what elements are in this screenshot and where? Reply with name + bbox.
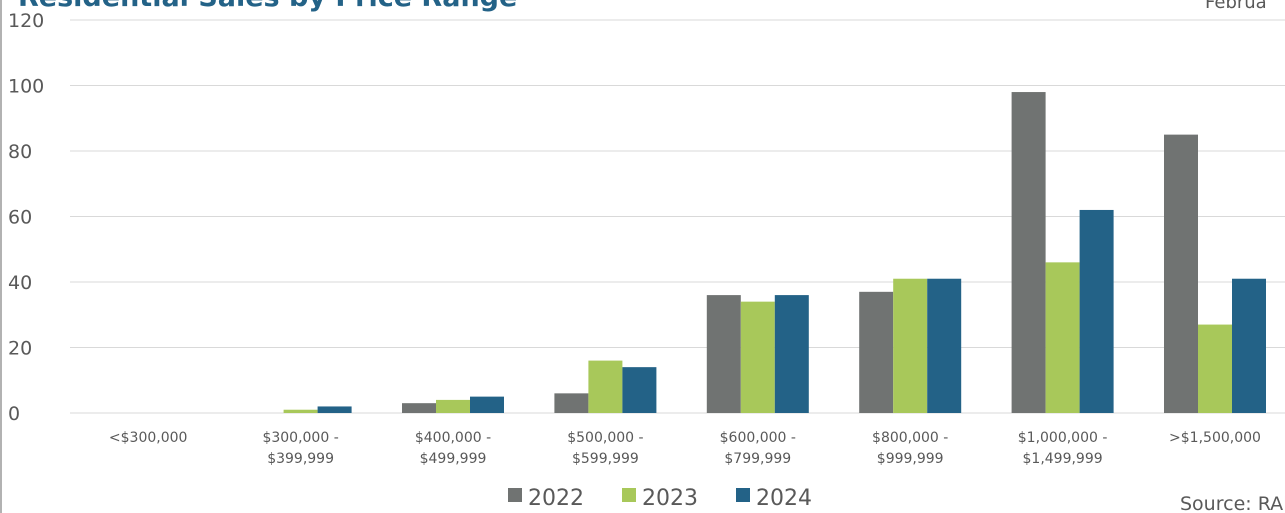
y-tick-label: 40 — [8, 272, 32, 294]
x-tick-label: <$300,000 — [108, 430, 188, 446]
bar — [1079, 209, 1114, 413]
bar — [706, 295, 741, 413]
bar — [1011, 92, 1046, 414]
y-tick-label: 60 — [8, 207, 32, 229]
bar — [554, 393, 589, 413]
legend-label: 2024 — [756, 486, 812, 511]
legend-swatch — [622, 488, 636, 502]
bar — [588, 360, 623, 413]
x-tick-label: $800,000 - $999,999 — [872, 430, 949, 467]
x-tick-label: $400,000 - $499,999 — [414, 430, 492, 467]
y-tick-label: 80 — [8, 141, 32, 163]
x-tick-label: $1,000,000 - $1,499,999 — [1017, 430, 1108, 467]
legend-swatch — [508, 488, 522, 502]
bar — [927, 278, 962, 413]
bar — [1198, 324, 1232, 413]
y-tick-label: 100 — [8, 76, 44, 98]
bar — [402, 403, 436, 413]
bar — [1232, 278, 1266, 413]
legend-label: 2022 — [528, 486, 584, 511]
y-tick-label: 120 — [8, 10, 44, 32]
chart-subtitle: Februa — [1205, 0, 1267, 13]
x-tick-label: >$1,500,000 — [1169, 430, 1261, 446]
bar — [622, 367, 657, 413]
source-note: Source: RAH — [1180, 493, 1285, 513]
y-tick-label: 0 — [8, 403, 20, 425]
x-tick-label: $500,000 - $599,999 — [567, 430, 644, 467]
bar — [436, 399, 470, 413]
bar — [283, 409, 318, 413]
bar — [470, 396, 504, 413]
bar — [859, 291, 894, 413]
legend-label: 2023 — [642, 486, 698, 511]
bar — [893, 278, 928, 413]
y-tick-label: 20 — [8, 338, 32, 360]
bar — [1045, 262, 1080, 413]
bar — [774, 295, 809, 413]
chart-title: Residential Sales by Price Range — [18, 0, 517, 13]
x-tick-label: $300,000 - $399,999 — [262, 430, 339, 467]
bar — [1164, 134, 1198, 413]
bar — [317, 406, 352, 413]
bar — [740, 301, 775, 413]
legend-swatch — [736, 488, 750, 502]
x-tick-label: $600,000 - $799,999 — [719, 430, 796, 467]
